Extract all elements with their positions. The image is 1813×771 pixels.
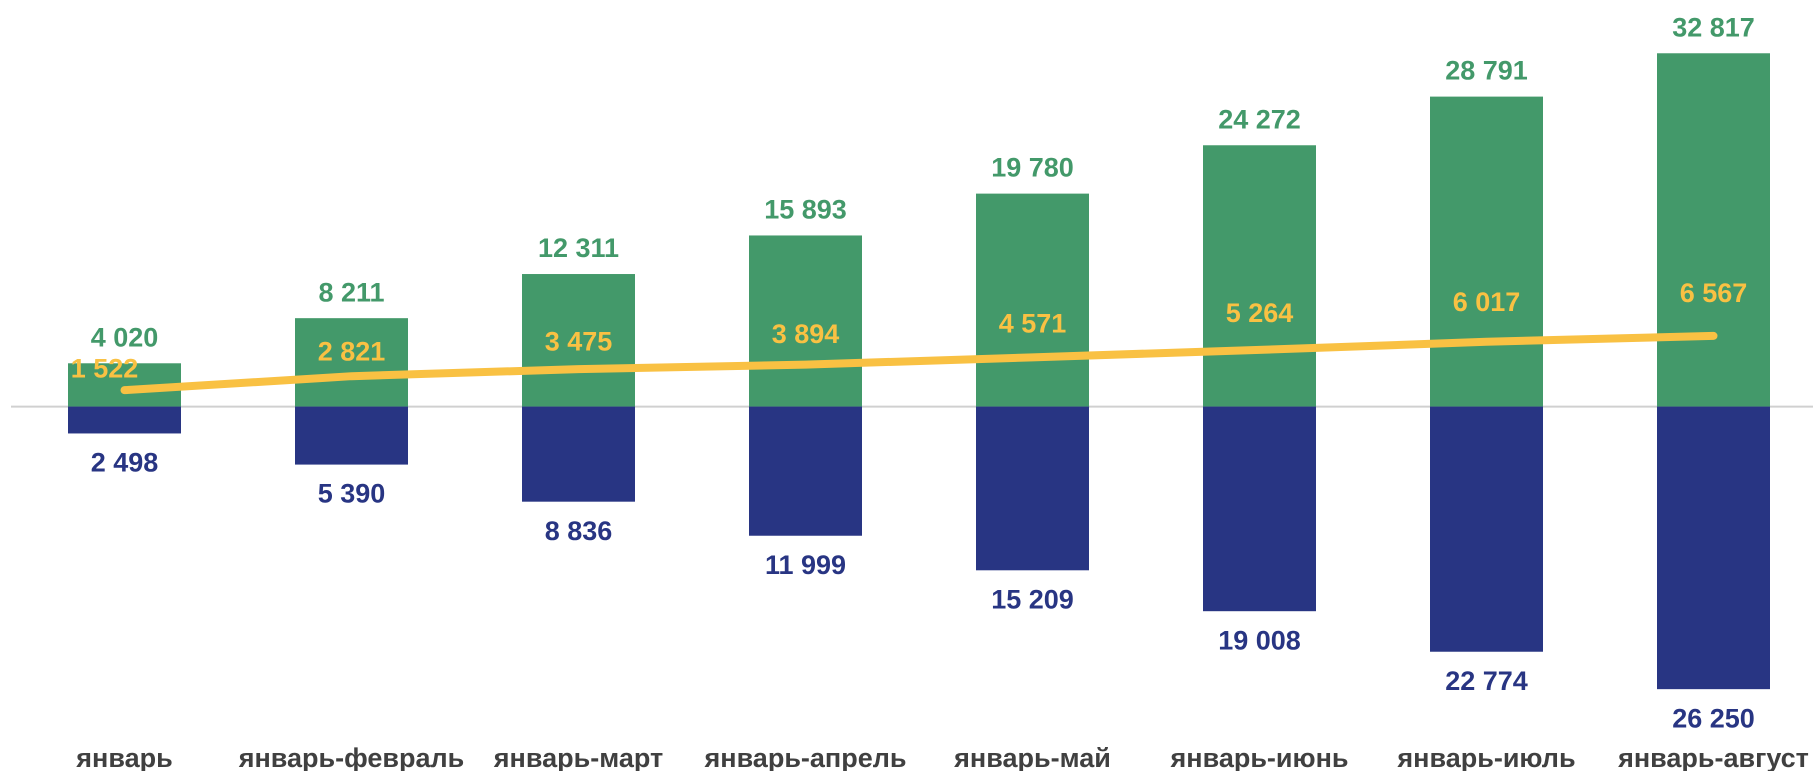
data-label: 11 999	[765, 550, 846, 580]
data-label: 26 250	[1672, 703, 1755, 733]
bar	[295, 406, 408, 465]
x-tick-label: январь-июль	[1396, 743, 1575, 771]
data-label: 4 571	[999, 308, 1067, 338]
data-label: 28 791	[1445, 56, 1528, 86]
x-tick-label: январь-май	[953, 743, 1111, 771]
bar	[522, 274, 635, 407]
bar	[749, 235, 862, 407]
bar	[749, 406, 862, 536]
bar	[295, 318, 408, 407]
data-label: 15 893	[764, 195, 847, 225]
data-label: 8 836	[545, 516, 613, 546]
bar	[1430, 406, 1543, 652]
data-label: 22 774	[1445, 666, 1528, 696]
x-tick-label: январь-август	[1617, 743, 1809, 771]
bar	[1203, 145, 1316, 407]
data-label: 3 894	[772, 319, 840, 349]
bar	[976, 406, 1089, 571]
data-label: 5 390	[318, 479, 386, 509]
bar	[1203, 406, 1316, 612]
data-label: 12 311	[538, 233, 619, 263]
bar	[1430, 96, 1543, 407]
bar	[522, 406, 635, 502]
x-tick-label: январь-февраль	[238, 743, 465, 771]
data-label: 4 020	[91, 322, 159, 352]
data-label: 2 498	[91, 448, 159, 478]
data-label: 6 017	[1453, 287, 1521, 317]
x-tick-label: январь-март	[493, 743, 663, 771]
data-label: 5 264	[1226, 298, 1294, 328]
x-tick-label: январь-апрель	[704, 743, 907, 771]
data-label: 15 209	[991, 584, 1074, 614]
data-label: 19 780	[991, 153, 1074, 183]
bar	[1657, 53, 1770, 407]
bar	[68, 406, 181, 434]
data-label: 3 475	[545, 326, 613, 356]
data-label: 1 522	[71, 353, 139, 383]
bar	[1657, 406, 1770, 690]
data-label: 32 817	[1672, 12, 1755, 42]
x-tick-label: январь-июнь	[1170, 743, 1349, 771]
bar	[976, 193, 1089, 407]
data-label: 19 008	[1218, 625, 1301, 655]
x-tick-label: январь	[75, 743, 172, 771]
data-label: 8 211	[318, 277, 384, 307]
data-label: 24 272	[1218, 104, 1301, 134]
data-label: 2 821	[318, 336, 386, 366]
line	[120, 331, 1718, 395]
data-label: 6 567	[1680, 278, 1748, 308]
